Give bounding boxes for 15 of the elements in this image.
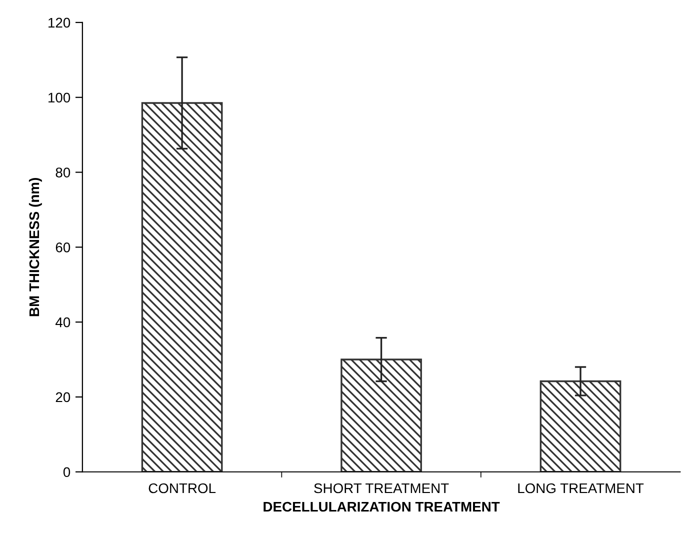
y-tick-label: 80 (56, 168, 70, 178)
y-axis-title: BM THICKNESS (nm) (28, 178, 42, 316)
x-axis-title: DECELLULARIZATION TREATMENT (264, 502, 500, 512)
x-tick-label: SHORT TREATMENT (314, 483, 449, 494)
y-tick-label: 120 (48, 18, 70, 28)
y-tick-label: 0 (63, 467, 70, 478)
y-tick-label: 40 (56, 317, 70, 328)
x-tick-label: LONG TREATMENT (518, 483, 644, 494)
bar (340, 358, 422, 472)
y-tick-label: 60 (56, 242, 70, 252)
bar (540, 380, 622, 472)
y-tick-label: 100 (48, 92, 70, 103)
y-tick-label: 20 (56, 392, 70, 402)
bar (141, 102, 223, 472)
x-tick-label: CONTROL (148, 483, 216, 494)
